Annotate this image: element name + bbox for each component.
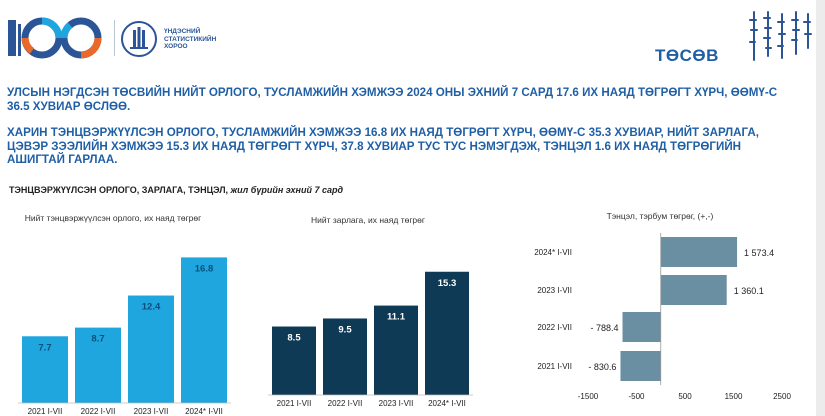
bar-value-label: - 788.4 (590, 323, 618, 333)
org-name-line: СТАТИСТИКИЙН (164, 35, 217, 43)
section-subtitle: жил бүрийн эхний 7 сард (230, 185, 344, 195)
header: ҮНДЭСНИЙ СТАТИСТИКИЙН ХОРОО ТӨСӨВ (0, 0, 825, 78)
bar-value-label: 16.8 (195, 263, 214, 274)
revenue-chart-title: Нийт тэнцвэржүүлсэн орлого, их наяд төгр… (24, 213, 202, 223)
bar-value-label: - 830.6 (588, 362, 616, 372)
scroll-strip (816, 0, 825, 416)
bar-value-label: 1 360.1 (734, 286, 764, 296)
topic-title: ТӨСӨВ (655, 46, 719, 65)
category-label: 2021 I-VII (277, 399, 312, 408)
balance-chart-svg: 2024* I-VII 1 573.4 2023 I-VII 1 360.1 2022 … (534, 233, 791, 401)
mongolian-script-icon (749, 11, 812, 61)
bar-value-label: 8.5 (287, 333, 301, 344)
balance-chart: Тэнцэл, тэрбум төгрөг, (+,-) 2024* I-VII… (520, 205, 810, 416)
category-label: 2023 I-VII (134, 407, 169, 416)
x-tick-label: 500 (678, 392, 692, 401)
category-label: 2023 I-VII (379, 399, 414, 408)
bar (272, 326, 316, 395)
nso-emblem-icon (121, 21, 157, 57)
bar (660, 237, 738, 267)
bar-value-label: 1 573.4 (744, 248, 774, 258)
bar-value-label: 12.4 (142, 302, 161, 313)
category-label: 2022 I-VII (328, 399, 363, 408)
x-tick-label: -500 (628, 392, 645, 401)
logo-divider (114, 20, 115, 56)
bar (22, 336, 68, 403)
org-name-line: ХОРОО (164, 43, 188, 50)
bar (181, 257, 227, 403)
expenditure-chart: Нийт зарлага, их наяд төгрөг 8.5 2021 I-V… (258, 205, 488, 416)
x-tick-label: 1500 (725, 392, 743, 401)
x-tick-label: -1500 (578, 392, 599, 401)
bar (620, 351, 661, 381)
category-label: 2021 I-VII (537, 362, 572, 371)
bar (374, 305, 418, 395)
bar (425, 271, 469, 395)
revenue-chart-svg: 7.7 2021 I-VII 8.7 2022 I-VII 12.4 2023 I-VII… (18, 257, 231, 416)
category-label: 2023 I-VII (537, 286, 572, 295)
headline-primary: УЛСЫН НЭГДСЭН ТӨСВИЙН НИЙТ ОРЛОГО, ТУСЛА… (7, 86, 778, 113)
anniversary-100-logo (8, 17, 102, 59)
bar-value-label: 9.5 (338, 324, 352, 335)
category-label: 2022 I-VII (81, 407, 116, 416)
org-name-line: ҮНДЭСНИЙ (164, 28, 201, 35)
bar (75, 327, 121, 403)
nso-org-name: ҮНДЭСНИЙ СТАТИСТИКИЙН ХОРОО (164, 28, 216, 51)
bar (323, 318, 367, 395)
bar-value-label: 15.3 (438, 278, 457, 289)
bar (128, 295, 174, 403)
x-tick-label: 2500 (773, 392, 791, 401)
category-label: 2021 I-VII (28, 407, 63, 416)
balance-chart-title: Тэнцэл, тэрбум төгрөг, (+,-) (606, 211, 714, 221)
category-label: 2024* I-VII (428, 399, 466, 408)
category-label: 2024* I-VII (534, 248, 572, 257)
section-title-text: ТЭНЦВЭРЖҮҮЛСЭН ОРЛОГО, ЗАРЛАГА, ТЭНЦЭЛ, (9, 185, 229, 195)
category-label: 2022 I-VII (537, 323, 572, 332)
category-label: 2024* I-VII (185, 407, 223, 416)
bar (660, 275, 727, 305)
bar-value-label: 7.7 (38, 342, 51, 353)
headline-secondary: ХАРИН ТЭНЦВЭРЖҮҮЛСЭН ОРЛОГО, ТУСЛАМЖИЙН … (7, 126, 759, 166)
expenditure-chart-svg: 8.5 2021 I-VII 9.5 2022 I-VII 11.1 2023 I-VII… (268, 271, 473, 408)
expenditure-chart-title: Нийт зарлага, их наяд төгрөг (311, 215, 425, 225)
bar-value-label: 8.7 (91, 334, 104, 345)
bar-value-label: 11.1 (387, 312, 406, 323)
bar (622, 312, 661, 342)
section-title: ТЭНЦВЭРЖҮҮЛСЭН ОРЛОГО, ЗАРЛАГА, ТЭНЦЭЛ, … (9, 185, 343, 195)
revenue-chart: Нийт тэнцвэржүүлсэн орлого, их наяд төгр… (0, 205, 250, 416)
